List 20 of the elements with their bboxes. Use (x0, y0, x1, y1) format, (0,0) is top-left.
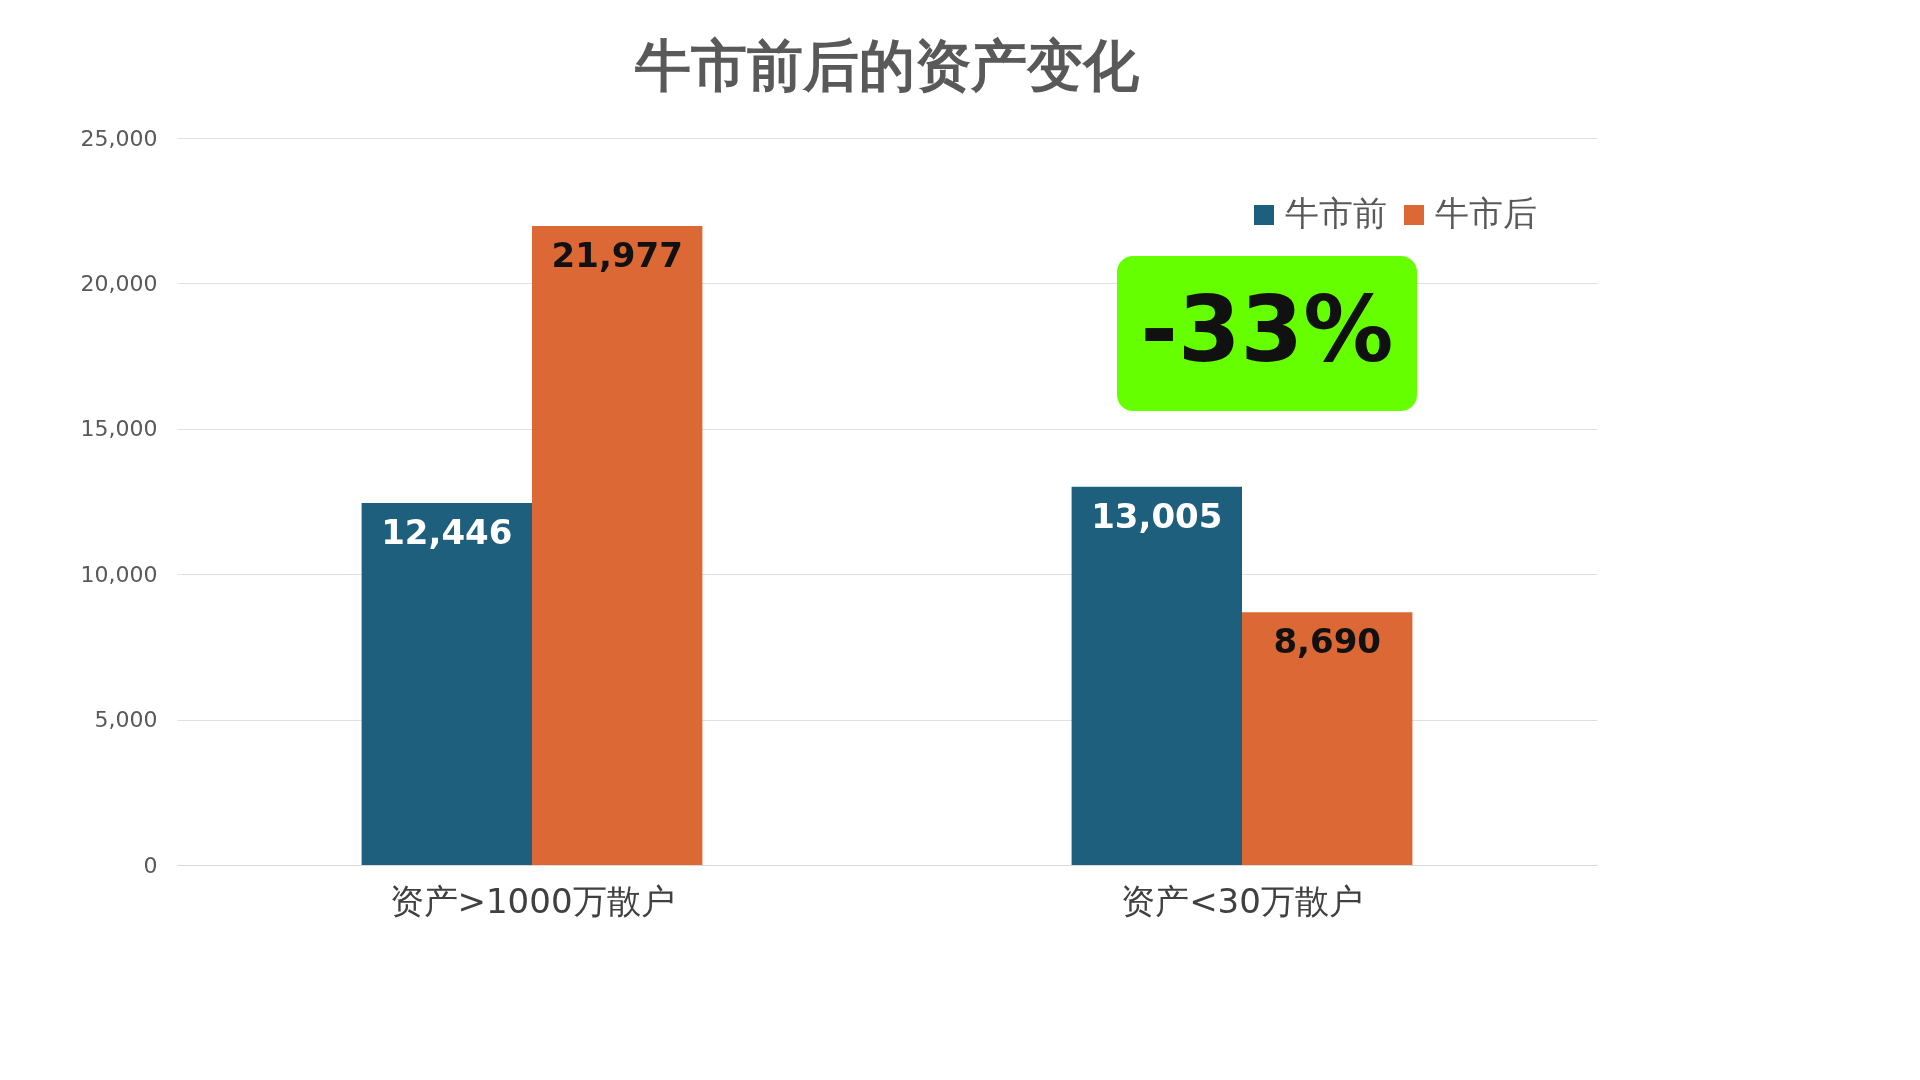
y-tick-label: 0 (143, 852, 158, 878)
data-label: 13,005 (1091, 495, 1223, 536)
x-tick-label: 资产>1000万散户 (389, 880, 675, 921)
y-tick-label: 15,000 (80, 416, 158, 442)
bar (532, 225, 703, 865)
data-label: 8,690 (1273, 621, 1381, 662)
bar (1071, 486, 1242, 865)
legend-label: 牛市前 (1285, 193, 1387, 233)
y-tick-label: 20,000 (80, 270, 158, 296)
y-tick-label: 5,000 (94, 707, 158, 733)
chart-title: 牛市前后的资产变化 (634, 33, 1140, 98)
legend-label: 牛市后 (1435, 193, 1537, 233)
bar (361, 503, 532, 865)
y-tick-label: 10,000 (80, 561, 158, 587)
x-tick-label: 资产<30万散户 (1121, 880, 1363, 921)
data-label: 12,446 (381, 512, 513, 553)
bar (1242, 612, 1413, 865)
data-label: 21,977 (551, 234, 683, 275)
annotation: -33% (1140, 277, 1394, 382)
y-tick-label: 25,000 (80, 125, 158, 151)
